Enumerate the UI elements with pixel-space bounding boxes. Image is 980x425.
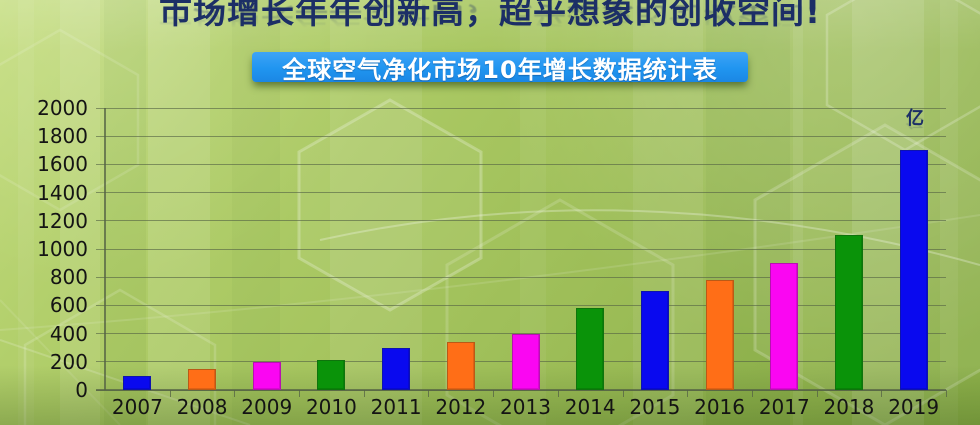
x-axis-tick — [751, 390, 753, 397]
x-axis-tick — [234, 390, 236, 397]
x-tick-label-2007: 2007 — [111, 395, 163, 419]
bar-2014 — [576, 308, 605, 390]
bar-2016 — [705, 280, 734, 390]
main-title: 市场增长年年创新高，超乎想象的创收空间! — [158, 0, 822, 31]
x-tick-label-2009: 2009 — [241, 395, 293, 419]
y-tick-label-0: 0 — [75, 378, 88, 402]
x-axis-tick — [169, 390, 171, 397]
x-tick-label-2017: 2017 — [758, 395, 810, 419]
bar-2008 — [188, 368, 217, 390]
y-tick-label-600: 600 — [49, 293, 88, 318]
bar-2009 — [252, 361, 281, 390]
x-tick-label-2008: 2008 — [176, 395, 228, 419]
gridline-1000 — [96, 248, 946, 250]
x-axis-tick — [946, 390, 947, 397]
bar-2017 — [770, 263, 799, 390]
x-tick-label-2014: 2014 — [564, 395, 616, 419]
y-axis-line — [104, 108, 106, 390]
gridline-1200 — [96, 220, 946, 222]
unit-label: 亿 — [906, 108, 924, 129]
x-axis-tick — [299, 390, 301, 397]
x-tick-label-2015: 2015 — [629, 395, 681, 419]
bar-2010 — [317, 360, 346, 390]
y-tick-label-1800: 1800 — [37, 124, 88, 149]
subtitle-banner: 全球空气净化市场10年增长数据统计表 — [252, 52, 748, 84]
y-tick-label-1000: 1000 — [37, 237, 88, 261]
bar-2018 — [834, 234, 863, 390]
x-axis-tick — [622, 390, 624, 397]
bar-2019 — [899, 150, 928, 390]
y-tick-label-2000: 2000 — [37, 96, 88, 120]
gridline-2000 — [96, 107, 946, 109]
x-tick-label-2010: 2010 — [305, 395, 357, 419]
x-axis-tick — [687, 390, 689, 397]
gridline-600 — [96, 304, 946, 306]
y-tick-label-400: 400 — [49, 321, 88, 346]
y-tick-label-1400: 1400 — [37, 180, 88, 205]
x-tick-label-2019: 2019 — [888, 395, 940, 419]
x-axis-line — [96, 389, 946, 391]
y-tick-label-1200: 1200 — [37, 208, 88, 233]
x-tick-label-2012: 2012 — [435, 395, 487, 419]
x-axis-tick — [363, 390, 365, 397]
subtitle-banner-text: 全球空气净化市场10年增长数据统计表 — [282, 55, 718, 84]
y-tick-label-800: 800 — [49, 265, 88, 290]
gridline-1400 — [96, 192, 946, 194]
bar-2012 — [446, 342, 475, 390]
unit-label-reflection: 亿 — [906, 115, 924, 130]
y-tick-label-1600: 1600 — [37, 152, 88, 177]
x-tick-label-2018: 2018 — [823, 395, 875, 419]
x-axis-tick — [493, 390, 495, 397]
gridline-800 — [96, 276, 946, 278]
x-axis-tick — [557, 390, 559, 397]
x-tick-label-2016: 2016 — [694, 395, 746, 419]
bar-2013 — [511, 333, 540, 390]
bar-2007 — [123, 375, 152, 390]
bar-2015 — [640, 291, 669, 390]
gridline-1600 — [96, 163, 946, 165]
x-axis-tick — [816, 390, 818, 397]
x-axis-tick — [428, 390, 430, 397]
x-tick-label-2013: 2013 — [500, 395, 551, 419]
gridline-1800 — [96, 135, 946, 137]
bar-2011 — [382, 347, 411, 390]
x-tick-label-2011: 2011 — [370, 395, 422, 419]
y-tick-label-200: 200 — [49, 349, 88, 374]
x-axis-tick — [881, 390, 883, 397]
